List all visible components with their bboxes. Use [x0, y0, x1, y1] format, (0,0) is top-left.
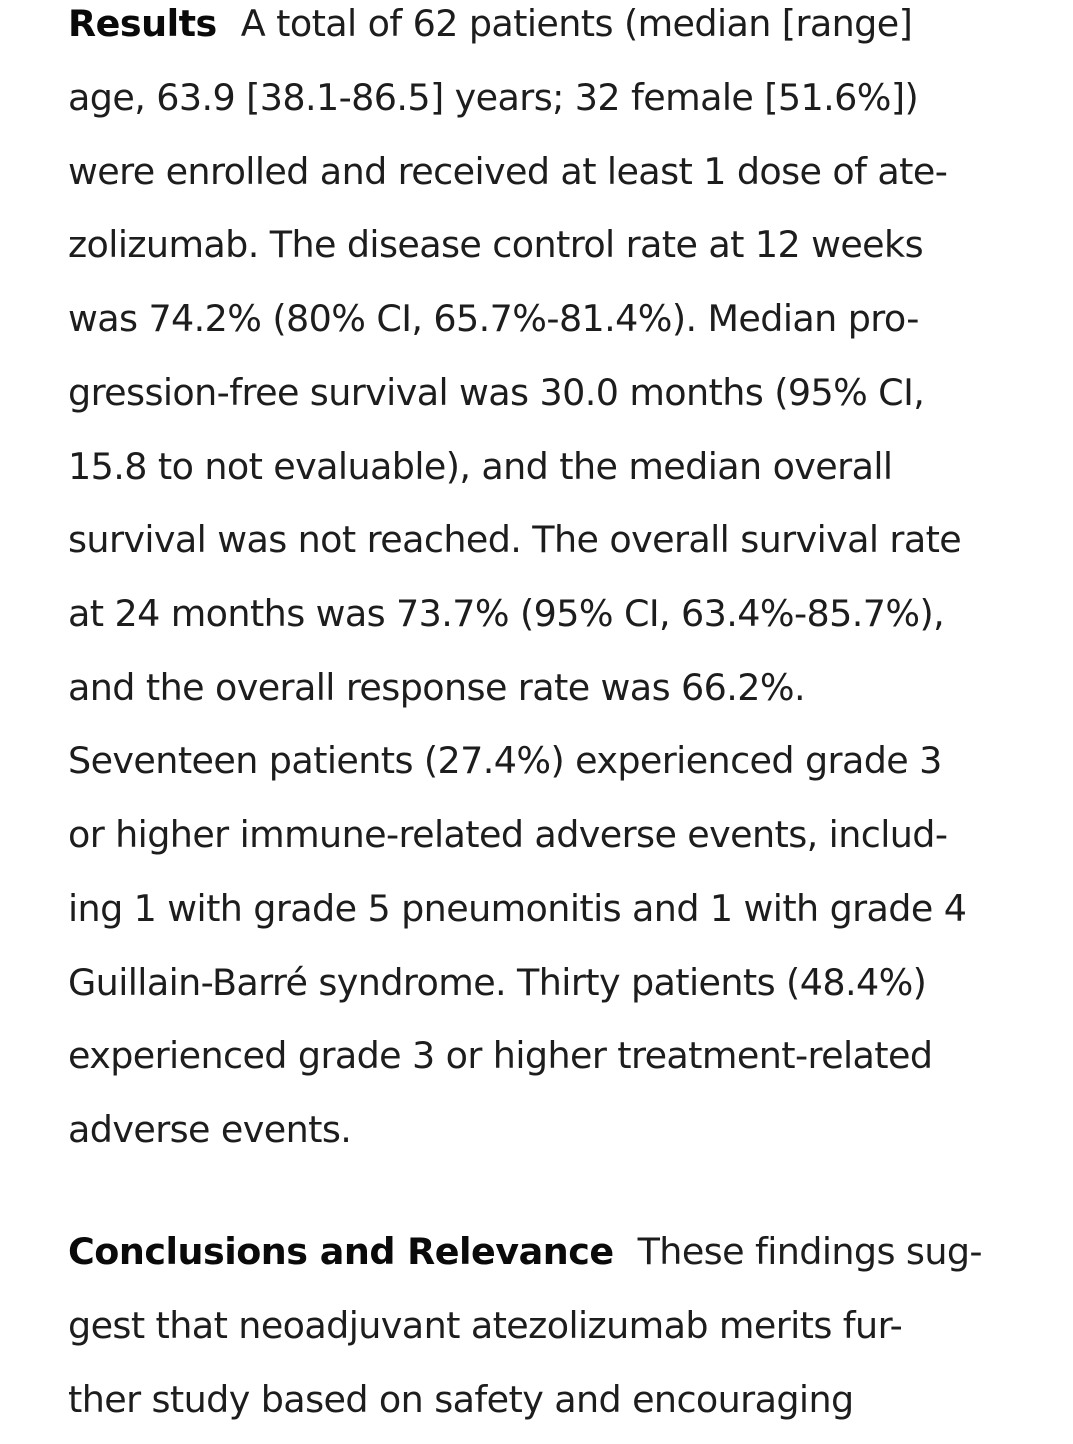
- conclusions-text-1: These findings sug-: [637, 1230, 983, 1273]
- results-line-8: survival was not reached. The overall su…: [68, 518, 962, 561]
- conclusions-line-1: Conclusions and Relevance These findings …: [68, 1215, 983, 1289]
- results-text-1: A total of 62 patients (median [range]: [240, 2, 913, 45]
- conclusions-line-3: ther study based on safety and encouragi…: [68, 1378, 854, 1421]
- results-line-6: gression-free survival was 30.0 months (…: [68, 371, 925, 414]
- conclusions-line-2: gest that neoadjuvant atezolizumab merit…: [68, 1304, 903, 1347]
- results-heading: Results: [68, 2, 217, 45]
- results-line-16: adverse events.: [68, 1108, 352, 1151]
- results-line-9: at 24 months was 73.7% (95% CI, 63.4%-85…: [68, 592, 945, 635]
- results-line-14: Guillain-Barré syndrome. Thirty patients…: [68, 961, 927, 1004]
- results-line-2: age, 63.9 [38.1-86.5] years; 32 female […: [68, 76, 919, 119]
- results-line-3: were enrolled and received at least 1 do…: [68, 150, 948, 193]
- conclusions-heading: Conclusions and Relevance: [68, 1230, 614, 1273]
- results-line-13: ing 1 with grade 5 pneumonitis and 1 wit…: [68, 887, 967, 930]
- results-line-12: or higher immune-related adverse events,…: [68, 813, 948, 856]
- results-line-10: and the overall response rate was 66.2%.: [68, 666, 806, 709]
- results-line-5: was 74.2% (80% CI, 65.7%-81.4%). Median …: [68, 297, 919, 340]
- results-line-4: zolizumab. The disease control rate at 1…: [68, 223, 924, 266]
- results-line-7: 15.8 to not evaluable), and the median o…: [68, 445, 893, 488]
- results-line-15: experienced grade 3 or higher treatment-…: [68, 1034, 933, 1077]
- results-line-11: Seventeen patients (27.4%) experienced g…: [68, 739, 942, 782]
- results-line-1: Results A total of 62 patients (median [r…: [68, 0, 913, 61]
